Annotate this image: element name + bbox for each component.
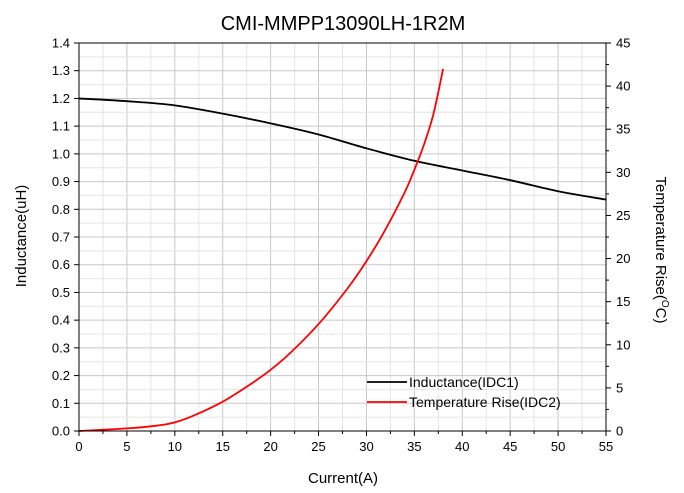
y-right-tick-label: 5	[616, 380, 623, 395]
y-left-tick-label: 0.8	[52, 202, 70, 217]
y-left-tick-label: 0.3	[52, 340, 70, 355]
x-tick-label: 25	[311, 439, 325, 454]
y-left-tick-label: 0.9	[52, 174, 70, 189]
y-left-tick-label: 1.0	[52, 146, 70, 161]
y-left-tick-label: 1.2	[52, 91, 70, 106]
y-right-tick-label: 35	[616, 122, 630, 137]
y-left-tick-label: 0.6	[52, 257, 70, 272]
x-tick-label: 5	[123, 439, 130, 454]
x-tick-label: 50	[551, 439, 565, 454]
x-tick-label: 15	[215, 439, 229, 454]
inductance-line	[78, 97, 607, 201]
temperature-rise-line	[78, 68, 444, 432]
y-left-tick-label: 1.4	[52, 36, 70, 51]
y-right-tick-label: 0	[616, 424, 623, 439]
y-right-tick-label: 25	[616, 208, 630, 223]
x-tick-label: 55	[599, 439, 613, 454]
x-tick-label: 40	[455, 439, 469, 454]
y-right-tick-label: 15	[616, 294, 630, 309]
y-right-tick-label: 30	[616, 165, 630, 180]
y-axis-right: 0 5 10 15 20 25 30 35 40 45	[606, 36, 630, 439]
y-right-tick-label: 20	[616, 251, 630, 266]
y-right-tick-label: 45	[616, 36, 630, 51]
y-right-tick-label: 10	[616, 337, 630, 352]
chart-title: CMI-MMPP13090LH-1R2M	[221, 13, 466, 35]
x-tick-label: 30	[359, 439, 373, 454]
y-left-tick-label: 0.7	[52, 230, 70, 245]
y-left-tick-label: 1.3	[52, 63, 70, 78]
x-tick-label: 45	[503, 439, 517, 454]
y-left-tick-label: 0.0	[52, 424, 70, 439]
x-tick-label: 35	[407, 439, 421, 454]
x-tick-label: 10	[168, 439, 182, 454]
y-axis-right-label-degree: O	[659, 300, 670, 308]
y-axis-left-label: Inductance(uH)	[13, 185, 30, 288]
legend: Inductance(IDC1) Temperature Rise(IDC2)	[367, 374, 561, 410]
legend-label: Inductance(IDC1)	[409, 374, 519, 390]
x-axis: 0 5 10 15 20 25 30 35 40 45 50 55	[75, 431, 613, 454]
y-left-tick-label: 0.5	[52, 285, 70, 300]
series-layer	[78, 68, 607, 432]
y-left-tick-label: 0.4	[52, 313, 70, 328]
legend-label: Temperature Rise(IDC2)	[409, 394, 561, 410]
y-left-tick-label: 0.1	[52, 396, 70, 411]
x-axis-label: Current(A)	[308, 470, 378, 487]
x-tick-label: 0	[75, 439, 82, 454]
y-axis-right-label: Temperature Rise(OC)	[652, 177, 670, 324]
y-axis-left: 0.0 0.1 0.2 0.3 0.4 0.5 0.6 0.7 0.8 0.9 1.0 1.1 1.2 1…	[52, 36, 79, 439]
y-left-tick-label: 1.1	[52, 119, 70, 134]
y-left-tick-label: 0.2	[52, 368, 70, 383]
y-axis-right-label-suffix: C)	[652, 308, 669, 324]
y-right-tick-label: 40	[616, 79, 630, 94]
x-tick-label: 20	[263, 439, 277, 454]
y-axis-right-label-prefix: Temperature Rise(	[652, 177, 669, 300]
grid	[78, 42, 607, 432]
